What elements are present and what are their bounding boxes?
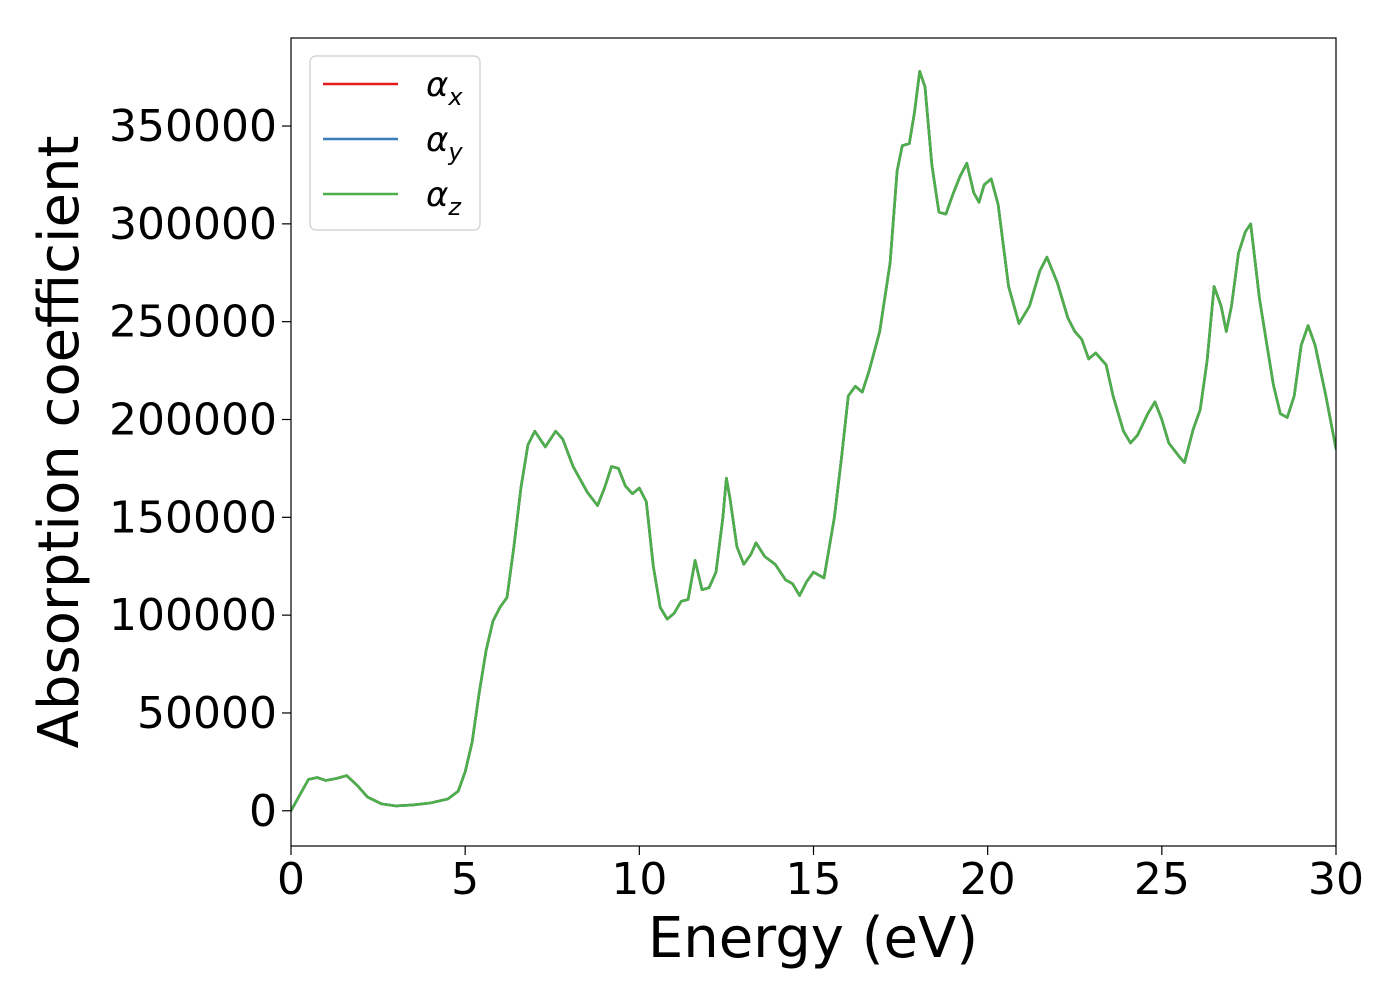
- y-tick-label: 350000: [109, 101, 277, 152]
- y-tick-label: 250000: [109, 297, 277, 348]
- legend-label-x: αx: [426, 65, 463, 111]
- x-tick-label: 10: [611, 854, 667, 905]
- legend: αx αy αz: [309, 55, 481, 231]
- x-axis-ticks: 0 5 10 15 20 25 30: [277, 846, 1364, 905]
- x-tick-label: 30: [1308, 854, 1364, 905]
- y-tick-label: 100000: [109, 590, 277, 641]
- x-tick-label: 20: [960, 854, 1016, 905]
- y-tick-label: 200000: [109, 395, 277, 446]
- x-tick-label: 15: [786, 854, 842, 905]
- y-tick-label: 0: [249, 786, 277, 837]
- series-line-z: [291, 70, 1336, 813]
- y-tick-label: 150000: [109, 492, 277, 543]
- series-layer: [291, 70, 1336, 813]
- x-axis-title: Energy (eV): [648, 906, 978, 971]
- y-tick-label: 300000: [109, 199, 277, 250]
- x-tick-label: 0: [277, 854, 305, 905]
- y-axis-title: Absorption coefficient: [27, 136, 92, 749]
- legend-label-z: αz: [426, 175, 462, 221]
- legend-box: [309, 55, 481, 231]
- legend-label-y: αy: [426, 120, 463, 166]
- y-tick-label: 50000: [137, 688, 277, 739]
- x-tick-label: 5: [451, 854, 479, 905]
- x-tick-label: 25: [1134, 854, 1190, 905]
- y-axis-ticks: 0 50000 100000 150000 200000 250000 300000 3500…: [109, 101, 291, 837]
